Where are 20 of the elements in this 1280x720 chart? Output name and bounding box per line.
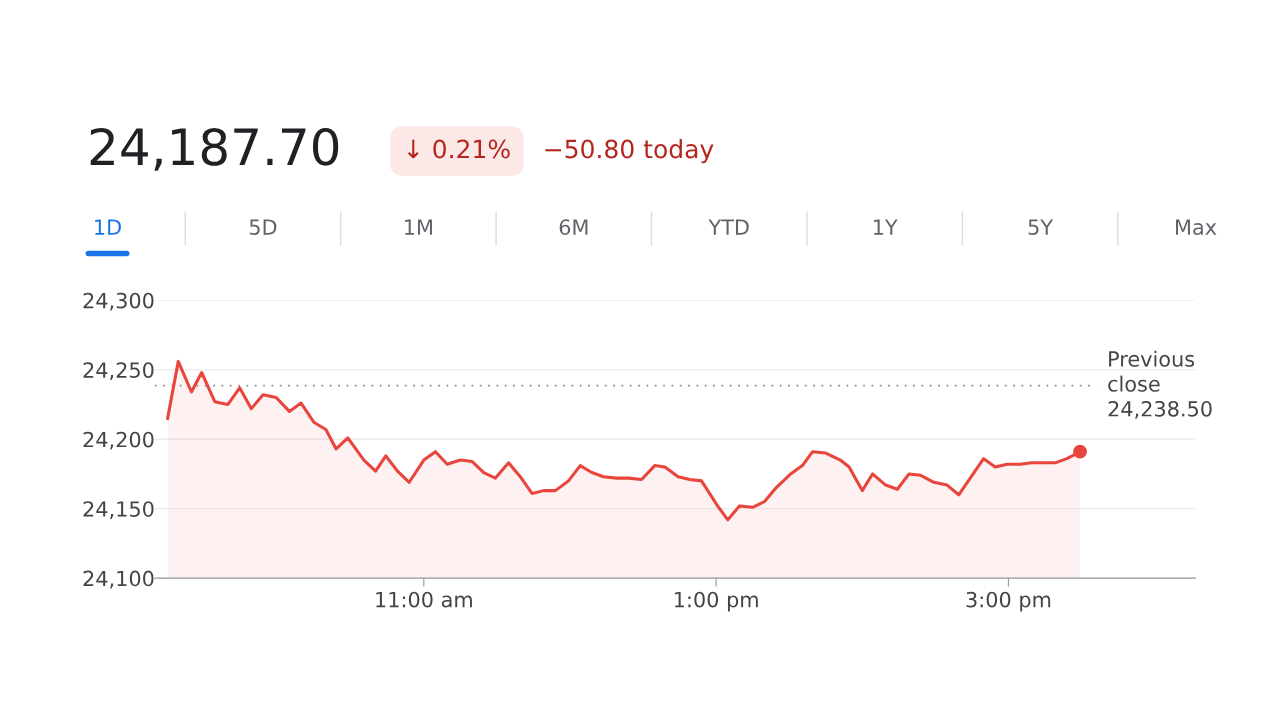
- text: 1Y: [873, 219, 898, 235]
- text: ↓ 0.21%: [407, 139, 510, 159]
- y-tick-label: 24,100: [83, 570, 154, 589]
- y-tick-label: 24,200: [83, 431, 154, 450]
- text: 1D: [95, 219, 121, 235]
- x-tick-label: 1:00 pm: [674, 591, 758, 612]
- text: 24,187.70: [90, 127, 339, 171]
- x-tick-label: 3:00 pm: [966, 591, 1051, 612]
- x-tick-label: 11:00 am: [376, 591, 472, 608]
- y-tick-label: 24,300: [83, 292, 154, 311]
- y-tick-label: 24,150: [83, 501, 154, 520]
- text: YTD: [708, 219, 749, 235]
- text: 1M: [405, 219, 432, 235]
- text: −50.80 today: [545, 139, 714, 164]
- text: 5D: [249, 219, 277, 235]
- y-tick-label: 24,250: [83, 362, 154, 381]
- text: Max: [1176, 219, 1217, 235]
- ref-line-label: Previous close 24,238.50: [1108, 350, 1212, 419]
- text: 5Y: [1028, 219, 1054, 235]
- text: 6M: [559, 219, 588, 235]
